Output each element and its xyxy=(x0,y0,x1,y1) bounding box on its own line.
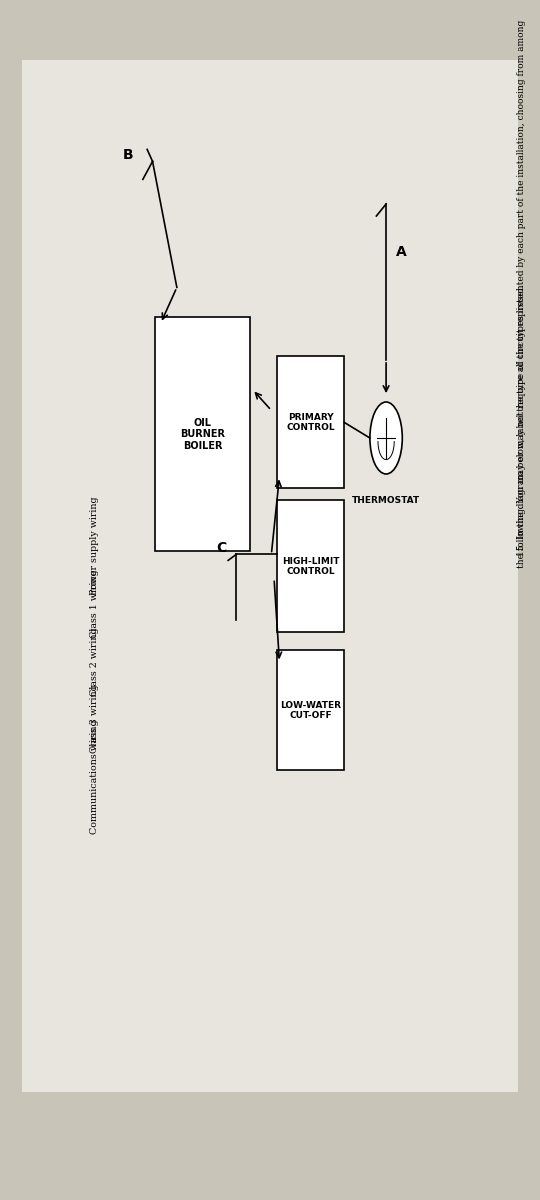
Text: THERMOSTAT: THERMOSTAT xyxy=(352,496,420,504)
Bar xyxy=(156,317,249,551)
Text: Power supply wiring: Power supply wiring xyxy=(90,497,99,595)
Text: Class 3 wiring: Class 3 wiring xyxy=(90,684,99,754)
Text: HIGH-LIMIT
CONTROL: HIGH-LIMIT CONTROL xyxy=(282,557,339,576)
Text: 15. In the diagram below, label the type of circuit represented by each part of : 15. In the diagram below, label the type… xyxy=(517,20,525,556)
Text: PRIMARY
CONTROL: PRIMARY CONTROL xyxy=(286,413,335,432)
Circle shape xyxy=(370,402,402,474)
Bar xyxy=(22,60,518,1092)
Text: C: C xyxy=(216,541,226,556)
Text: A: A xyxy=(396,245,407,259)
Bar xyxy=(277,500,345,632)
Text: LOW-WATER
CUT-OFF: LOW-WATER CUT-OFF xyxy=(280,701,341,720)
Text: OIL
BURNER
BOILER: OIL BURNER BOILER xyxy=(180,418,225,451)
Bar xyxy=(277,650,345,770)
Text: B: B xyxy=(123,149,133,162)
Text: the following. You may or may not require all the types listed.: the following. You may or may not requir… xyxy=(517,284,525,568)
Text: Communications wiring: Communications wiring xyxy=(90,719,99,834)
Bar xyxy=(277,356,345,488)
Text: Class 1 wiring: Class 1 wiring xyxy=(90,569,99,638)
Text: Class 2 wiring: Class 2 wiring xyxy=(90,626,99,696)
